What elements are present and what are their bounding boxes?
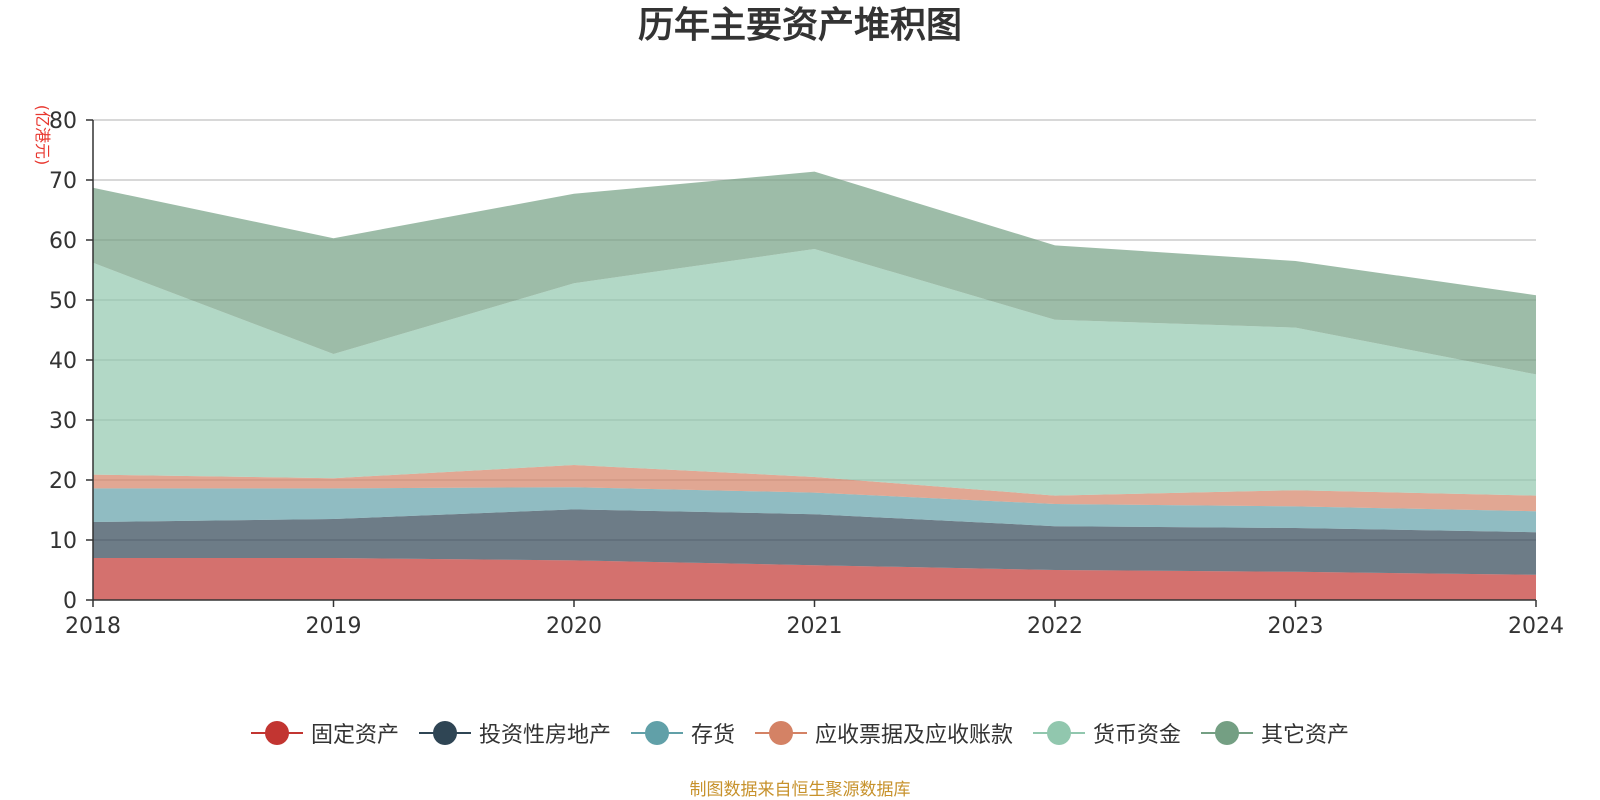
legend-label: 货币资金 — [1093, 723, 1182, 748]
legend-marker-icon — [250, 720, 303, 746]
legend-item-1[interactable]: 投资性房地产 — [418, 717, 611, 749]
y-axis-unit-label: (亿港元) — [33, 105, 52, 166]
legend-item-3[interactable]: 应收票据及应收账款 — [755, 717, 1013, 749]
x-tick-label: 2020 — [546, 614, 602, 639]
axes: 0 10 20 30 40 50 60 70 80 2018 2019 2020 2021 2022 202… — [49, 109, 1564, 639]
x-tick-label: 2021 — [787, 614, 843, 639]
source-note: 制图数据来自恒生聚源数据库 — [689, 780, 911, 800]
legend-label: 其它资产 — [1261, 723, 1350, 748]
legend-marker-icon — [1033, 720, 1086, 746]
area-3[interactable] — [93, 465, 1536, 512]
area-0[interactable] — [93, 558, 1536, 600]
x-tick-label: 2022 — [1027, 614, 1083, 639]
area-1[interactable] — [93, 509, 1536, 575]
y-tick-label: 40 — [49, 349, 77, 374]
y-tick-label: 80 — [49, 109, 77, 134]
legend-marker-icon — [418, 720, 471, 746]
legend-item-5[interactable]: 其它资产 — [1201, 717, 1349, 749]
x-tick-label: 2023 — [1268, 614, 1324, 639]
legend-item-0[interactable]: 固定资产 — [250, 717, 399, 749]
y-tick-label: 60 — [49, 229, 77, 254]
y-tick-label: 10 — [49, 529, 77, 554]
x-tick-label: 2024 — [1508, 614, 1564, 639]
x-tick-label: 2018 — [65, 614, 121, 639]
legend-label: 投资性房地产 — [478, 723, 611, 748]
y-tick-label: 0 — [63, 589, 77, 614]
legend-marker-icon — [755, 720, 807, 746]
y-tick-label: 50 — [49, 289, 77, 314]
area-4[interactable] — [93, 249, 1536, 496]
legend: 固定资产 投资性房地产 存货 应收票据及应收账款 货币资金 其它资产 — [0, 717, 1600, 749]
chart-title: 历年主要资产堆积图 — [637, 5, 962, 46]
y-tick-label: 20 — [49, 469, 77, 494]
legend-marker-icon — [1201, 720, 1254, 746]
legend-label: 固定资产 — [310, 723, 399, 748]
legend-item-4[interactable]: 货币资金 — [1033, 717, 1181, 749]
legend-label: 应收票据及应收账款 — [815, 723, 1014, 748]
area-5[interactable] — [93, 171, 1536, 375]
legend-label: 存货 — [690, 723, 735, 748]
y-tick-label: 70 — [49, 169, 77, 194]
legend-item-2[interactable]: 存货 — [630, 717, 735, 749]
x-tick-label: 2019 — [306, 614, 362, 639]
y-tick-label: 30 — [49, 409, 77, 434]
area-2[interactable] — [93, 487, 1536, 533]
area-series — [93, 171, 1536, 600]
legend-marker-icon — [630, 720, 683, 746]
